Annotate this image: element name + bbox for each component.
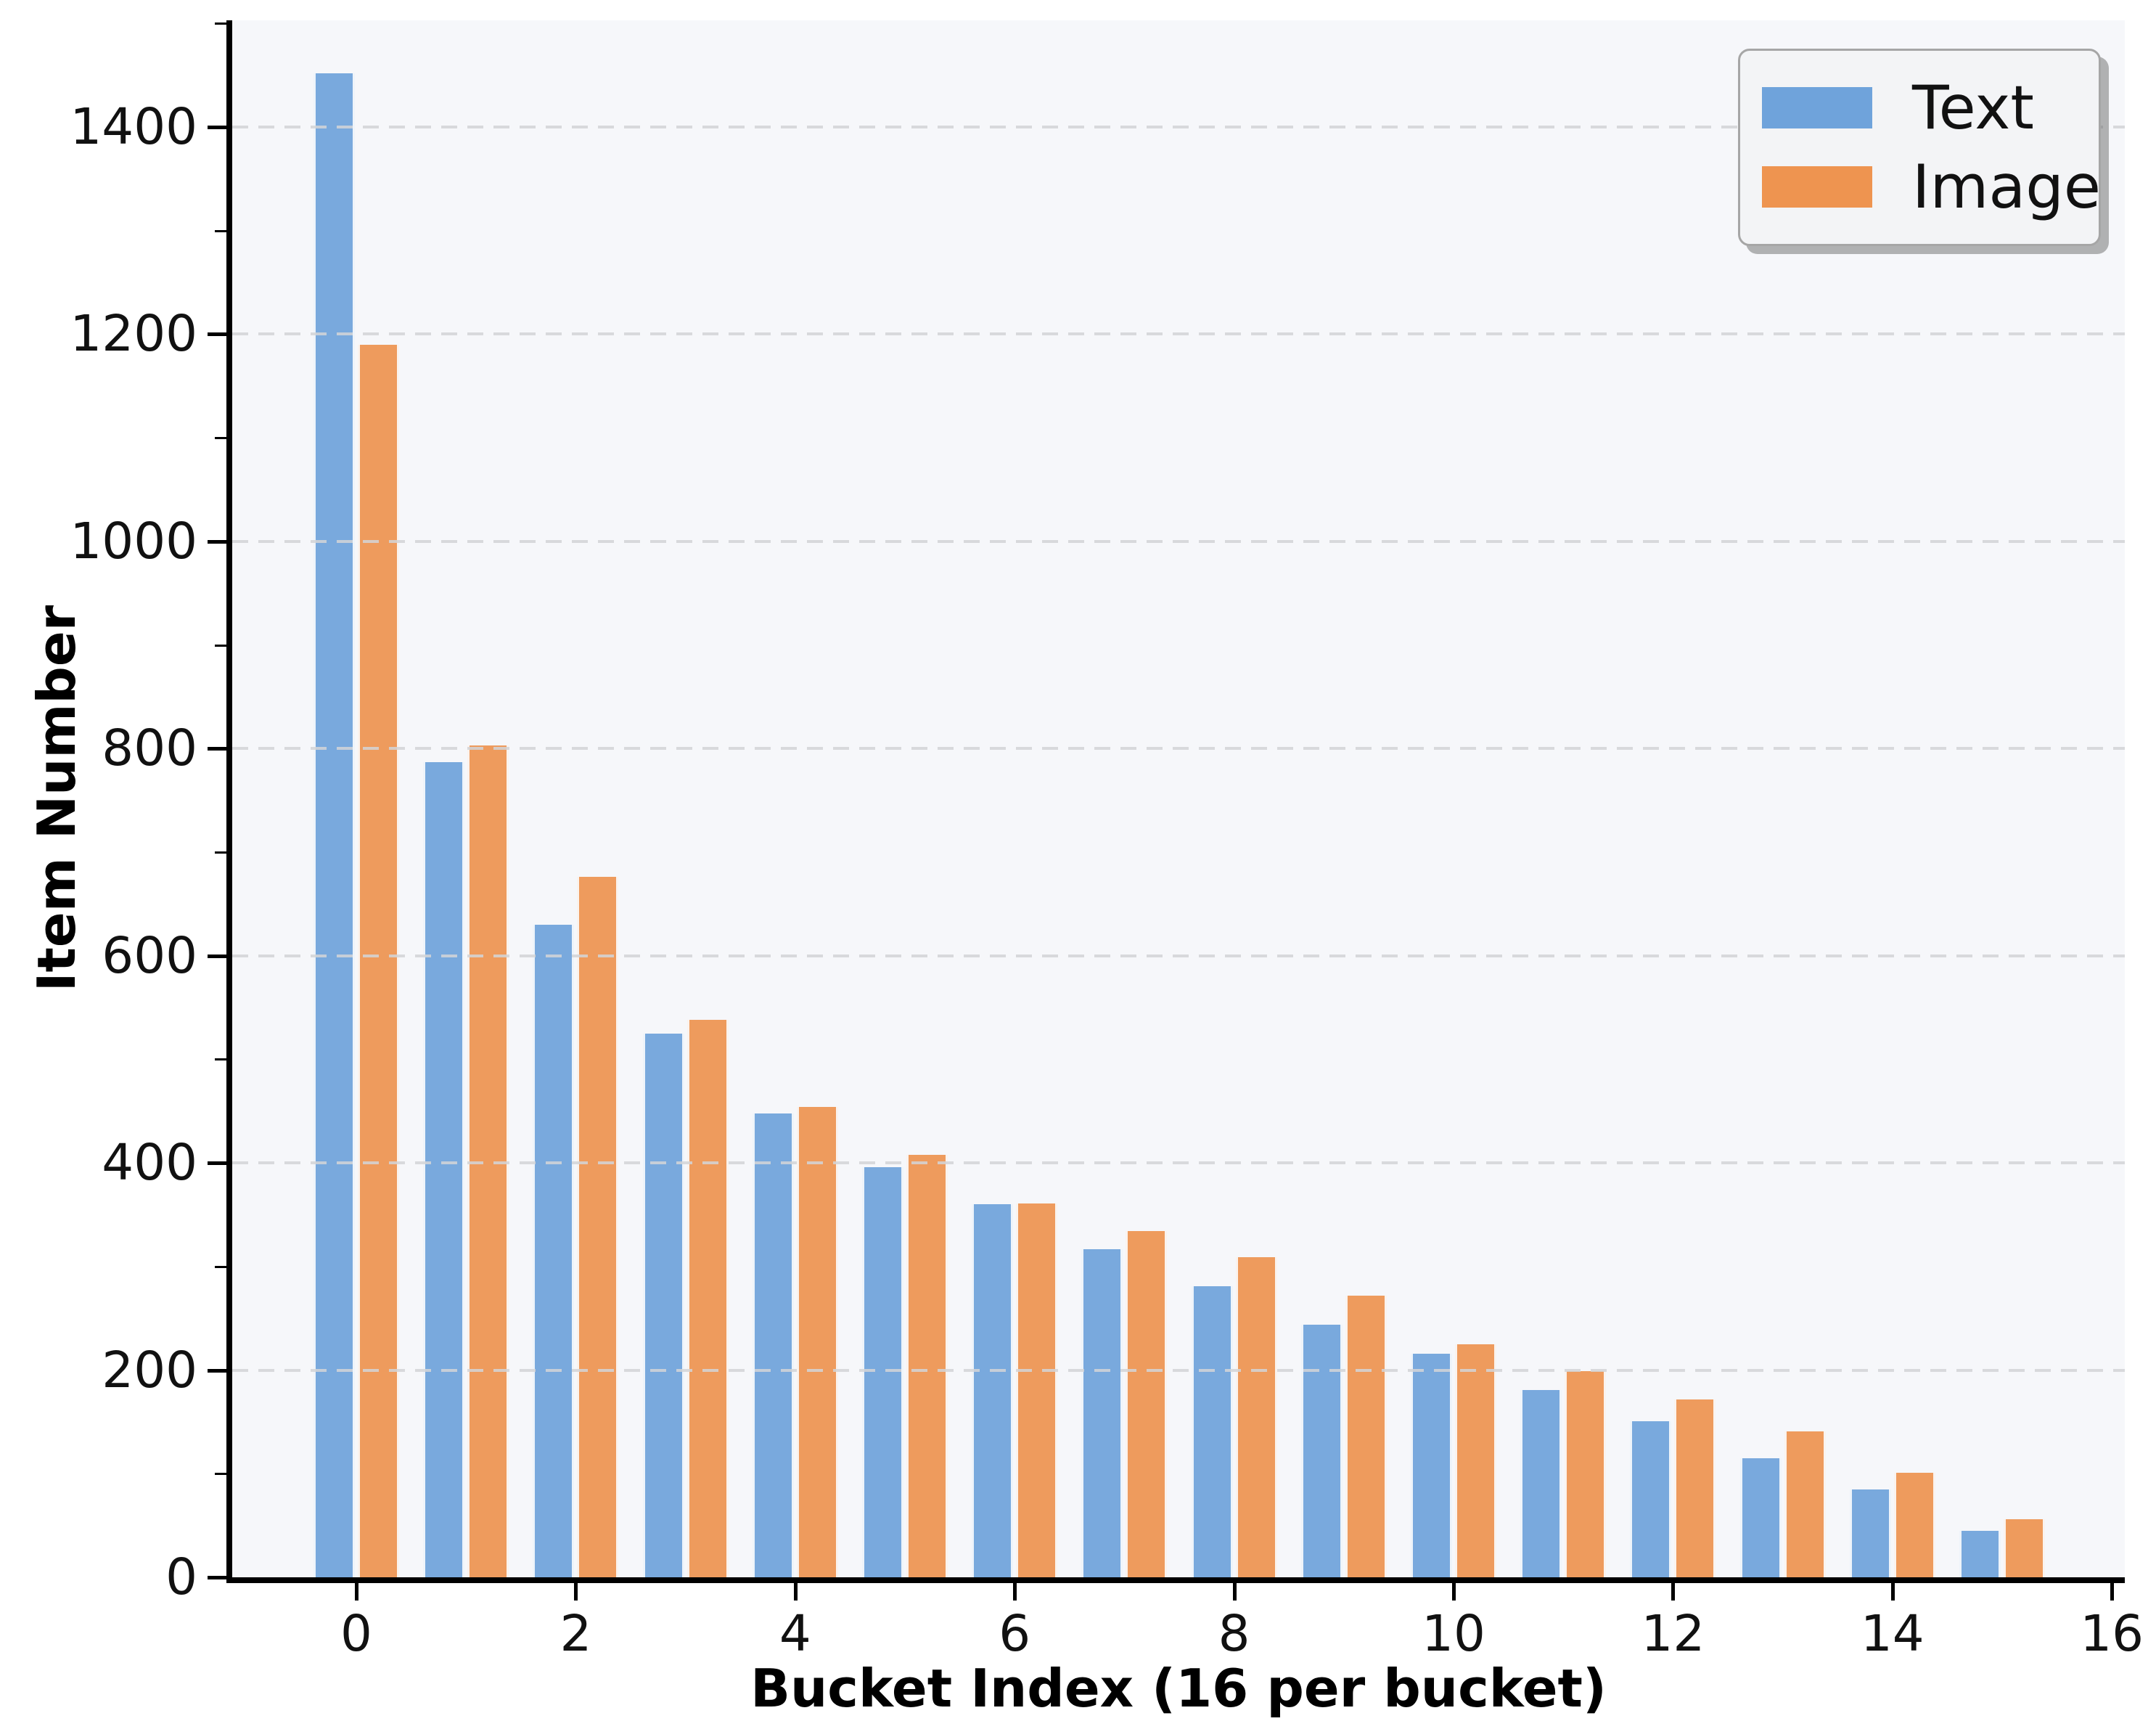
bar-image-13 (1784, 1431, 1826, 1577)
x-tick-14 (1890, 1583, 1895, 1601)
x-tick-0 (355, 1583, 358, 1601)
gridline-1200 (232, 332, 2125, 335)
y-axis-spine (226, 20, 232, 1583)
legend-item-text: Text (1762, 78, 2099, 138)
bar-text-4 (752, 1113, 794, 1577)
gridline-200 (232, 1369, 2125, 1372)
x-tick-label-6: 6 (999, 1605, 1031, 1663)
plot-area (232, 20, 2125, 1577)
legend-label-text: Text (1912, 72, 2034, 143)
x-tick-12 (1671, 1583, 1676, 1601)
bar-text-10 (1411, 1354, 1452, 1577)
x-tick-label-12: 12 (1641, 1605, 1705, 1663)
x-tick-4 (793, 1583, 798, 1601)
y-tick-0 (208, 1576, 226, 1579)
legend-swatch-image-icon (1762, 166, 1872, 208)
y-minor-tick-500 (215, 1058, 226, 1060)
bar-text-1 (423, 762, 465, 1577)
bar-image-4 (796, 1107, 838, 1577)
bar-text-13 (1739, 1458, 1782, 1577)
y-tick-600 (208, 955, 226, 958)
y-tick-label-1400: 1400 (70, 98, 197, 156)
y-minor-tick-700 (215, 851, 226, 854)
legend: Text Image (1738, 49, 2101, 246)
y-axis-title: Item Number (26, 605, 87, 992)
y-minor-tick-1300 (215, 230, 226, 232)
bar-image-5 (906, 1155, 948, 1577)
bar-text-15 (1959, 1531, 2001, 1577)
y-tick-label-1000: 1000 (70, 512, 197, 571)
x-tick-10 (1452, 1583, 1456, 1601)
y-minor-tick-1100 (215, 437, 226, 439)
y-minor-tick-1500 (215, 23, 226, 25)
bar-text-3 (642, 1034, 684, 1577)
legend-item-image: Image (1762, 152, 2101, 223)
x-tick-6 (1013, 1583, 1017, 1601)
bar-image-10 (1455, 1344, 1496, 1577)
gridline-1400 (232, 126, 2125, 128)
y-tick-200 (208, 1369, 226, 1373)
y-tick-label-1200: 1200 (70, 305, 197, 363)
bar-image-7 (1126, 1231, 1168, 1577)
x-tick-label-8: 8 (1218, 1605, 1250, 1663)
bar-text-9 (1300, 1325, 1343, 1577)
y-tick-1400 (208, 126, 226, 129)
bar-image-12 (1674, 1399, 1716, 1577)
y-tick-label-600: 600 (102, 927, 197, 985)
bar-text-7 (1081, 1249, 1123, 1577)
x-tick-label-4: 4 (779, 1605, 811, 1663)
y-tick-label-200: 200 (102, 1341, 197, 1399)
bar-text-14 (1849, 1489, 1891, 1577)
gridline-1000 (232, 540, 2125, 543)
gridline-400 (232, 1161, 2125, 1164)
legend-swatch-text-icon (1762, 86, 1872, 128)
legend-label-image: Image (1912, 152, 2101, 223)
y-tick-label-0: 0 (165, 1548, 197, 1606)
bar-image-9 (1345, 1296, 1387, 1577)
y-tick-label-400: 400 (102, 1134, 197, 1192)
x-tick-label-14: 14 (1860, 1605, 1925, 1663)
y-tick-1000 (208, 540, 226, 544)
x-tick-8 (1232, 1583, 1237, 1601)
bar-text-6 (972, 1204, 1014, 1577)
bar-image-3 (686, 1020, 729, 1577)
x-tick-label-0: 0 (340, 1605, 372, 1663)
x-axis-title: Bucket Index (16 per bucket) (750, 1658, 1607, 1719)
x-tick-16 (2110, 1583, 2115, 1601)
bar-text-11 (1520, 1390, 1562, 1577)
gridline-600 (232, 955, 2125, 957)
y-tick-800 (208, 747, 226, 751)
y-minor-tick-900 (215, 645, 226, 647)
x-tick-2 (574, 1583, 578, 1601)
bar-image-2 (577, 877, 619, 1577)
bar-text-12 (1630, 1421, 1672, 1577)
bar-text-0 (313, 73, 355, 1577)
x-tick-label-10: 10 (1422, 1605, 1485, 1663)
bar-image-15 (2004, 1519, 2045, 1577)
x-axis-spine (226, 1577, 2125, 1583)
bar-image-8 (1235, 1257, 1277, 1577)
bar-image-0 (358, 345, 399, 1577)
y-tick-label-800: 800 (102, 719, 197, 777)
bar-image-6 (1016, 1203, 1058, 1577)
bar-text-2 (533, 925, 575, 1577)
y-tick-400 (208, 1161, 226, 1165)
bar-image-14 (1893, 1473, 1935, 1577)
bar-image-11 (1565, 1371, 1607, 1577)
y-tick-1200 (208, 332, 226, 336)
y-minor-tick-100 (215, 1473, 226, 1475)
gridline-800 (232, 747, 2125, 750)
x-tick-label-16: 16 (2080, 1605, 2144, 1663)
y-minor-tick-300 (215, 1266, 226, 1268)
bar-text-5 (862, 1167, 903, 1577)
bar-text-8 (1191, 1286, 1233, 1577)
x-tick-label-2: 2 (560, 1605, 592, 1663)
